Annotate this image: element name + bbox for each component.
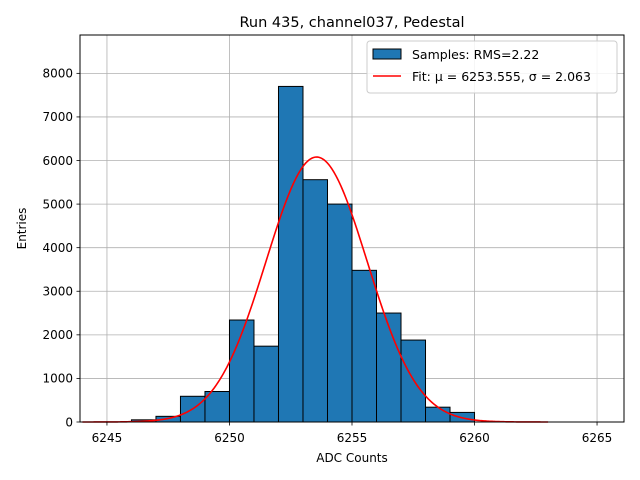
legend: Samples: RMS=2.22 Fit: μ = 6253.555, σ =…: [366, 40, 618, 94]
legend-samples-label: Samples: RMS=2.22: [412, 47, 539, 62]
chart-title: Run 435, channel037, Pedestal: [239, 15, 464, 31]
histogram-bar: [253, 345, 279, 423]
y-tick-label: 6000: [42, 154, 73, 168]
x-tick-label: 6245: [92, 431, 123, 445]
fit-curve-group: [82, 156, 549, 423]
y-tick-label: 8000: [42, 67, 73, 81]
histogram-bar: [326, 203, 353, 423]
y-tick-label: 4000: [42, 241, 73, 255]
legend-samples-swatch: [372, 48, 402, 60]
histogram-bar: [302, 179, 328, 423]
histogram-bars: [130, 85, 476, 423]
y-tick-label: 5000: [42, 197, 73, 211]
y-tick-label: 7000: [42, 110, 73, 124]
y-axis-label: Entries: [15, 208, 29, 250]
x-tick-label: 6255: [337, 431, 368, 445]
legend-box: [366, 40, 618, 94]
fit-curve: [82, 156, 549, 423]
histogram-bar: [425, 406, 451, 423]
x-tick-label: 6250: [214, 431, 245, 445]
x-axis-ticks: 6245 6250 6255 6260 6265: [92, 422, 613, 445]
histogram-bar: [277, 85, 304, 423]
y-tick-label: 0: [65, 415, 73, 429]
legend-fit-label: Fit: μ = 6253.555, σ = 2.063: [412, 69, 591, 84]
y-tick-label: 3000: [42, 285, 73, 299]
x-tick-label: 6260: [459, 431, 490, 445]
x-tick-label: 6265: [582, 431, 613, 445]
histogram-bar: [351, 269, 378, 423]
histogram-bar: [376, 312, 402, 423]
x-axis-label: ADC Counts: [316, 451, 388, 465]
y-axis-ticks: 0 1000 2000 3000 4000 5000 6000 7000 8000: [42, 67, 80, 429]
histogram-bar: [400, 339, 427, 423]
y-tick-label: 2000: [42, 328, 73, 342]
y-tick-label: 1000: [42, 372, 73, 386]
